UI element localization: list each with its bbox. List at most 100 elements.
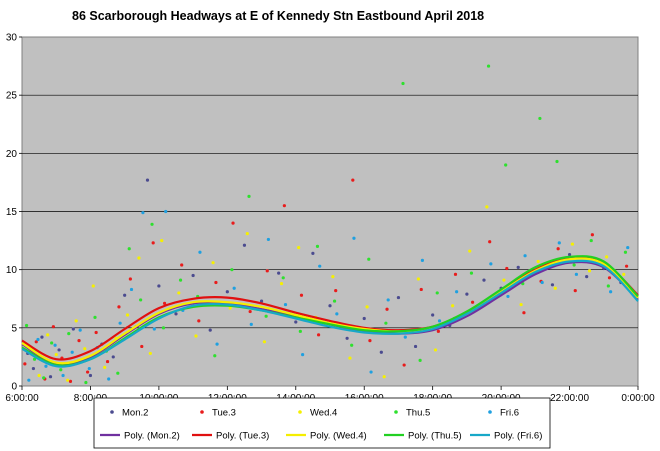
data-point [540,280,544,285]
data-point [311,251,315,255]
data-point [413,344,418,349]
data-point [556,247,560,251]
legend-entry: Poly. (Fri.6) [494,431,542,442]
data-point [297,245,301,250]
data-point [230,268,234,272]
data-point [437,319,442,323]
data-point [431,313,435,317]
legend-entry: Poly. (Wed.4) [310,431,367,442]
data-point [368,339,372,343]
data-point [623,250,628,254]
data-point [117,305,121,309]
data-point [137,256,141,260]
data-point [283,302,288,307]
data-point [78,328,82,332]
data-point [177,291,181,295]
y-tick-label: 15 [6,207,18,218]
x-tick-label: 8:00:00 [74,393,108,404]
data-point [128,277,132,281]
legend-marker [298,410,302,414]
legend-entry: Thu.5 [406,408,430,419]
data-point [365,305,369,309]
legend-entry: Poly. (Thu.5) [408,431,462,442]
data-point [301,352,305,357]
data-point [574,272,579,276]
data-point [334,289,338,293]
data-point [316,333,321,337]
data-point [420,258,424,262]
data-point [451,304,455,308]
data-point [103,365,107,369]
data-point [215,342,219,346]
data-point [211,261,215,265]
legend: Mon.2 Tue.3 Wed.4 Thu.5 Fri.6 Poly. (Mon.2) Po… [93,397,551,449]
data-point [557,241,561,245]
data-point [281,276,285,280]
data-point [570,242,575,246]
data-point [589,238,593,243]
data-point [94,330,98,335]
data-point [87,366,91,371]
data-point [74,319,78,323]
data-point [538,116,542,121]
data-point [469,271,474,275]
data-point [350,343,354,347]
data-point [31,366,36,371]
data-point [127,247,131,251]
data-point [70,350,74,354]
data-point [44,364,48,368]
data-point [42,376,46,380]
data-point [433,348,438,352]
data-point [160,238,164,243]
data-point [148,351,152,356]
data-point [502,278,506,282]
data-point [105,359,110,364]
data-point [141,211,145,215]
data-point [50,341,54,345]
data-point [351,178,355,182]
data-point [553,286,557,290]
data-point [162,301,167,306]
x-tick-label: 0:00:00 [621,393,655,404]
legend-marker [488,410,492,414]
data-point [418,358,422,363]
data-point [59,368,63,372]
data-point [506,294,510,299]
data-point [34,340,38,344]
data-point [248,309,252,314]
data-point [345,336,349,340]
data-point [37,373,41,378]
data-point [505,266,509,271]
data-point [178,278,183,282]
data-point [465,292,469,296]
data-point [54,352,58,357]
data-point [294,320,298,324]
data-point [386,298,390,302]
data-point [489,262,493,266]
data-point [379,350,383,354]
data-point [83,347,87,351]
data-point [504,163,508,167]
data-point [262,340,267,344]
data-point [157,284,161,288]
data-point [585,275,589,279]
data-point [84,380,88,385]
data-point [416,277,421,281]
data-point [91,284,95,288]
series-tue-3 [23,178,629,383]
data-point [622,272,626,276]
legend-entry: Fri.6 [500,408,519,419]
data-point [282,204,286,208]
data-point [67,332,71,336]
data-point [453,272,458,276]
data-point [352,236,356,240]
data-point [436,329,440,333]
data-point [265,269,269,273]
data-point [150,222,154,226]
legend-marker [200,410,204,414]
data-point [384,321,388,325]
data-point [396,295,401,300]
y-tick-label: 0 [11,382,17,393]
legend-box [93,397,551,449]
data-point [164,209,168,214]
